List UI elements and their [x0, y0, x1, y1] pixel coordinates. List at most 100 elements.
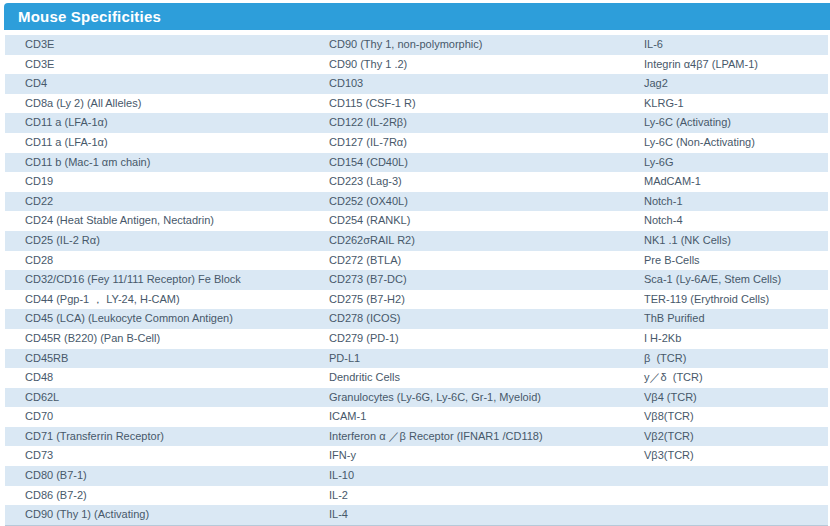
table-cell: CD11 a (LFA-1α): [5, 133, 309, 153]
table-row: CD11 b (Mac-1 αm chain)CD154 (CD40L)Ly-6…: [5, 153, 828, 173]
table-row: CD19CD223 (Lag-3)MAdCAM-1: [5, 172, 828, 192]
table-cell: IL-10: [309, 466, 624, 486]
table-cell: CD122 (IL-2Rβ): [309, 113, 624, 133]
table-cell: IL-2: [309, 486, 624, 506]
table-cell: CD45 (LCA) (Leukocyte Common Antigen): [5, 309, 309, 329]
table-cell: CD28: [5, 251, 309, 271]
table-row: CD80 (B7-1)IL-10: [5, 466, 828, 486]
table-cell: [624, 466, 828, 486]
table-cell: β (TCR): [624, 349, 828, 369]
mouse-specificities-panel: Mouse Specificities CD3ECD90 (Thy 1, non…: [0, 3, 830, 526]
table-cell: CD279 (PD-1): [309, 329, 624, 349]
table-cell: Vβ8(TCR): [624, 407, 828, 427]
table-cell: CD80 (B7-1): [5, 466, 309, 486]
table-header-bar: Mouse Specificities: [4, 3, 830, 30]
table-row: CD62LGranulocytes (Ly-6G, Ly-6C, Gr-1, M…: [5, 388, 828, 408]
table-cell: CD273 (B7-DC): [309, 270, 624, 290]
table-cell: CD90 (Thy 1 .2): [309, 55, 624, 75]
table-cell: [624, 486, 828, 506]
page-title: Mouse Specificities: [18, 8, 161, 25]
table-cell: CD223 (Lag-3): [309, 172, 624, 192]
table-cell: Vβ3(TCR): [624, 446, 828, 466]
table-cell: CD4: [5, 74, 309, 94]
table-row: CD45 (LCA) (Leukocyte Common Antigen)CD2…: [5, 309, 828, 329]
table-row: CD45R (B220) (Pan B-Cell)CD279 (PD-1)I H…: [5, 329, 828, 349]
table-cell: ThB Purified: [624, 309, 828, 329]
table-cell: Notch-1: [624, 192, 828, 212]
table-cell: KLRG-1: [624, 94, 828, 114]
table-row: CD71 (Transferrin Receptor)Interferon α …: [5, 427, 828, 447]
table-cell: Ly-6C (Activating): [624, 113, 828, 133]
table-cell: Granulocytes (Ly-6G, Ly-6C, Gr-1, Myeloi…: [309, 388, 624, 408]
table-cell: Ly-6C (Non-Activating): [624, 133, 828, 153]
table-cell: CD11 a (LFA-1α): [5, 113, 309, 133]
table-row: CD90 (Thy 1) (Activating)IL-4: [5, 505, 828, 525]
table-cell: CD3E: [5, 35, 309, 55]
table-cell: CD3E: [5, 55, 309, 75]
table-row: CD73IFN-yVβ3(TCR): [5, 446, 828, 466]
table-cell: y／δ (TCR): [624, 368, 828, 388]
table-row: CD45RBPD-L1β (TCR): [5, 349, 828, 369]
table-cell: IFN-y: [309, 446, 624, 466]
table-cell: CD48: [5, 368, 309, 388]
table-cell: CD45RB: [5, 349, 309, 369]
table-cell: CD62L: [5, 388, 309, 408]
table-cell: CD70: [5, 407, 309, 427]
table-cell: NK1 .1 (NK Cells): [624, 231, 828, 251]
table-cell: CD115 (CSF-1 R): [309, 94, 624, 114]
table-cell: CD8a (Ly 2) (All Alleles): [5, 94, 309, 114]
table-cell: CD278 (ICOS): [309, 309, 624, 329]
table-cell: CD252 (OX40L): [309, 192, 624, 212]
table-cell: CD24 (Heat Stable Antigen, Nectadrin): [5, 211, 309, 231]
table-row: CD48Dendritic Cellsy／δ (TCR): [5, 368, 828, 388]
table-row: CD24 (Heat Stable Antigen, Nectadrin)CD2…: [5, 211, 828, 231]
table-cell: Integrin α4β7 (LPAM-1): [624, 55, 828, 75]
table-row: CD11 a (LFA-1α)CD122 (IL-2Rβ)Ly-6C (Acti…: [5, 113, 828, 133]
table-cell: CD154 (CD40L): [309, 153, 624, 173]
table-cell: Pre B-Cells: [624, 251, 828, 271]
table-row: CD25 (IL-2 Rα)CD262σRAIL R2)NK1 .1 (NK C…: [5, 231, 828, 251]
table-row: CD86 (B7-2)IL-2: [5, 486, 828, 506]
table-cell: CD45R (B220) (Pan B-Cell): [5, 329, 309, 349]
table-row: CD32/CD16 (Fey 11/111 Receptor) Fe Block…: [5, 270, 828, 290]
table-cell: [624, 505, 828, 525]
table-cell: ICAM-1: [309, 407, 624, 427]
table-cell: CD73: [5, 446, 309, 466]
table-cell: CD90 (Thy 1, non-polymorphic): [309, 35, 624, 55]
table-cell: CD11 b (Mac-1 αm chain): [5, 153, 309, 173]
table-cell: CD71 (Transferrin Receptor): [5, 427, 309, 447]
table-cell: PD-L1: [309, 349, 624, 369]
table-row: CD28CD272 (BTLA)Pre B-Cells: [5, 251, 828, 271]
table-cell: MAdCAM-1: [624, 172, 828, 192]
table-cell: CD22: [5, 192, 309, 212]
table-cell: IL-4: [309, 505, 624, 525]
table-cell: Interferon α ／β Receptor (IFNAR1 /CD118): [309, 427, 624, 447]
table-cell: CD262σRAIL R2): [309, 231, 624, 251]
table-row: CD44 (Pgp-1 ， LY-24, H-CAM)CD275 (B7-H2)…: [5, 290, 828, 310]
table-cell: CD254 (RANKL): [309, 211, 624, 231]
table-cell: Dendritic Cells: [309, 368, 624, 388]
table-row: CD22CD252 (OX40L)Notch-1: [5, 192, 828, 212]
table-cell: I H-2Kb: [624, 329, 828, 349]
table-cell: CD272 (BTLA): [309, 251, 624, 271]
table-cell: CD25 (IL-2 Rα): [5, 231, 309, 251]
table-cell: Ly-6G: [624, 153, 828, 173]
specificities-table: CD3ECD90 (Thy 1, non-polymorphic)IL-6CD3…: [5, 35, 828, 526]
table-cell: CD127 (IL-7Rα): [309, 133, 624, 153]
table-row: CD4CD103Jag2: [5, 74, 828, 94]
table-cell: CD103: [309, 74, 624, 94]
table-cell: Jag2: [624, 74, 828, 94]
table-cell: CD19: [5, 172, 309, 192]
table-row: CD70ICAM-1Vβ8(TCR): [5, 407, 828, 427]
table-row: CD3ECD90 (Thy 1, non-polymorphic)IL-6: [5, 35, 828, 55]
table-cell: CD44 (Pgp-1 ， LY-24, H-CAM): [5, 290, 309, 310]
table-cell: TER-119 (Erythroid Cells): [624, 290, 828, 310]
table-row: CD8a (Ly 2) (All Alleles)CD115 (CSF-1 R)…: [5, 94, 828, 114]
table-cell: Vβ4 (TCR): [624, 388, 828, 408]
table-cell: IL-6: [624, 35, 828, 55]
table-cell: CD275 (B7-H2): [309, 290, 624, 310]
table-cell: CD86 (B7-2): [5, 486, 309, 506]
table-row: CD3ECD90 (Thy 1 .2)Integrin α4β7 (LPAM-1…: [5, 55, 828, 75]
table-row: CD11 a (LFA-1α)CD127 (IL-7Rα)Ly-6C (Non-…: [5, 133, 828, 153]
table-cell: CD90 (Thy 1) (Activating): [5, 505, 309, 525]
